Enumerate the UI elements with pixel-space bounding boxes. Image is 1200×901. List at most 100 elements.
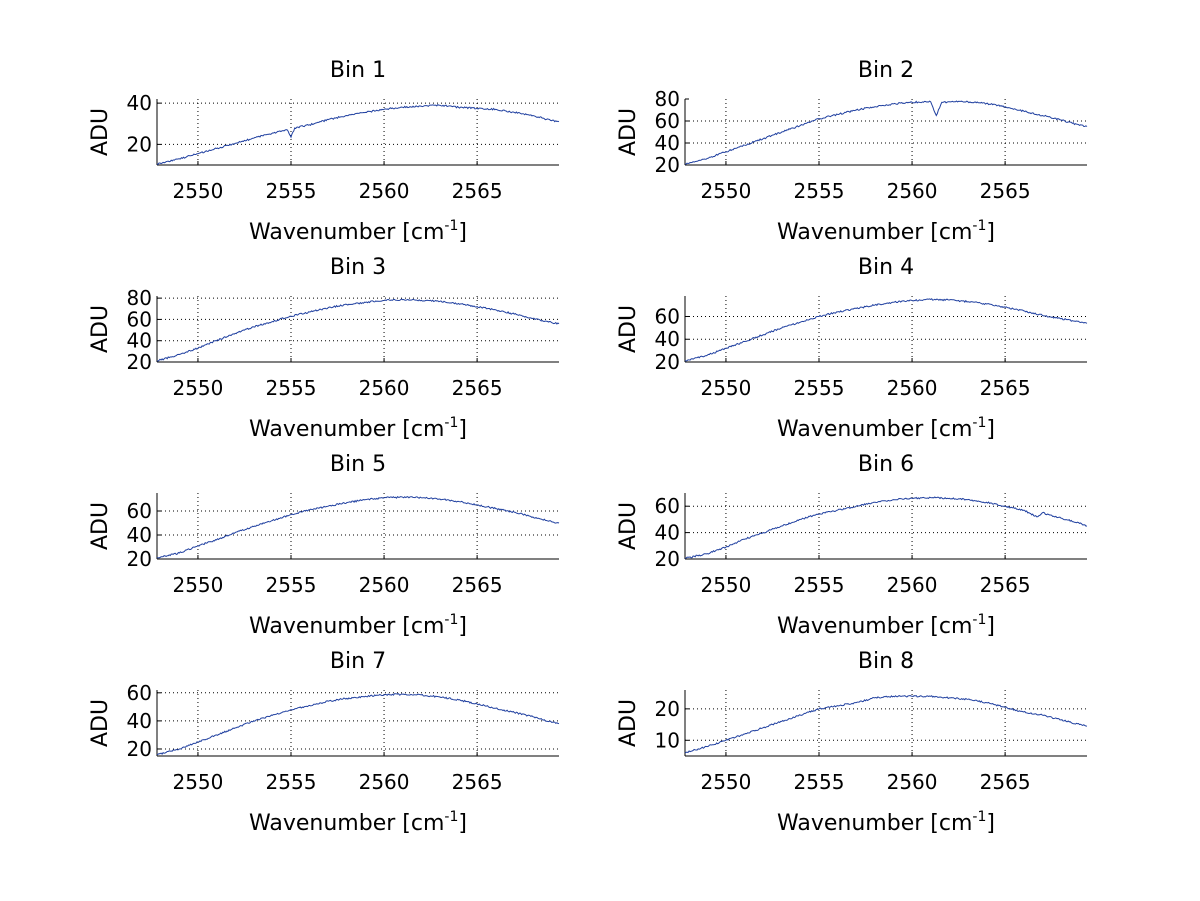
subplot-4-xtick-label-3: 2565	[980, 376, 1031, 400]
subplot-2-title: Bin 2	[858, 58, 914, 83]
subplot-6-xlabel-end: ]	[986, 614, 995, 639]
subplot-8-ylabel: ADU	[616, 699, 641, 747]
subplot-2-xtick-label-3: 2565	[980, 179, 1031, 203]
subplot-5-xtick-label-0: 2550	[172, 573, 223, 597]
subplot-6-title: Bin 6	[858, 452, 914, 477]
subplot-4-title: Bin 4	[858, 255, 914, 280]
subplot-4-series-line-0	[685, 298, 1088, 362]
subplot-1-series-line-0	[156, 103, 560, 166]
subplot-8-xtick-label-3: 2565	[980, 770, 1031, 794]
subplot-7-xlabel-sup: -1	[444, 809, 458, 825]
subplot-6-xlabel: Wavenumber [cm-1]	[777, 612, 995, 639]
subplot-7-title: Bin 7	[330, 649, 386, 674]
subplot-8-xtick-label-0: 2550	[700, 770, 751, 794]
subplot-7-xtick-label-2: 2560	[359, 770, 410, 794]
subplot-7-xtick-label-0: 2550	[172, 770, 223, 794]
subplot-2-ytick-label-2: 60	[655, 109, 680, 133]
subplot-4-ytick-label-0: 20	[655, 350, 680, 374]
subplot-7-xlabel: Wavenumber [cm-1]	[249, 809, 467, 836]
subplot-7-ytick-label-1: 40	[127, 709, 152, 733]
subplot-5-series-line-0	[157, 496, 560, 559]
subplot-2-xlabel: Wavenumber [cm-1]	[777, 218, 995, 245]
subplot-3-xlabel: Wavenumber [cm-1]	[249, 415, 467, 442]
subplot-3-xlabel-sup: -1	[444, 415, 458, 431]
subplot-5-ytick-label-1: 40	[127, 523, 152, 547]
subplot-2-ylabel: ADU	[616, 108, 641, 156]
subplot-6-xtick-label-0: 2550	[700, 573, 751, 597]
subplot-8: Bin 8 2550 2555 2560 2565 10 20 Wavenumber [cm-…	[616, 649, 1088, 836]
subplot-3-ytick-label-3: 80	[127, 286, 152, 310]
subplot-1-xtick-label-1: 2555	[266, 179, 317, 203]
subplot-3-ytick-label-2: 60	[127, 307, 152, 331]
subplot-8-xtick-label-1: 2555	[794, 770, 845, 794]
subplot-3-xtick-label-3: 2565	[452, 376, 503, 400]
subplot-7-ytick-label-0: 20	[127, 737, 152, 761]
subplot-2-series-line-0	[684, 100, 1088, 165]
subplot-6-xtick-label-2: 2560	[887, 573, 938, 597]
subplot-8-xlabel: Wavenumber [cm-1]	[777, 809, 995, 836]
subplot-1-title: Bin 1	[330, 58, 386, 83]
subplot-4-xtick-label-1: 2555	[794, 376, 845, 400]
subplot-7-ytick-label-2: 60	[127, 681, 152, 705]
subplot-8-xtick-label-2: 2560	[887, 770, 938, 794]
subplot-5-xlabel-end: ]	[458, 614, 467, 639]
subplot-1-xlabel: Wavenumber [cm-1]	[249, 218, 467, 245]
subplot-8-xlabel-end: ]	[986, 811, 995, 836]
subplot-6-ytick-label-0: 20	[655, 547, 680, 571]
subplot-1-ytick-label-1: 40	[127, 91, 152, 115]
subplot-8-xlabel-main: Wavenumber [cm	[777, 811, 972, 836]
subplot-7-xtick-label-3: 2565	[452, 770, 503, 794]
subplot-8-series-line-0	[684, 694, 1088, 754]
subplot-2-xtick-label-1: 2555	[794, 179, 845, 203]
subplot-3-series-line-0	[156, 298, 560, 362]
subplot-1-xlabel-main: Wavenumber [cm	[249, 220, 444, 245]
subplot-1-xtick-label-0: 2550	[172, 179, 223, 203]
subplot-5-title: Bin 5	[330, 452, 386, 477]
subplot-2-xlabel-sup: -1	[972, 218, 986, 234]
subplot-6-ytick-label-2: 60	[655, 494, 680, 518]
subplot-7-xlabel-main: Wavenumber [cm	[249, 811, 444, 836]
subplot-5-xlabel: Wavenumber [cm-1]	[249, 612, 467, 639]
subplot-7-series-line-0	[156, 693, 560, 756]
subplot-5-xtick-label-3: 2565	[452, 573, 503, 597]
subplot-7: Bin 7 2550 2555 2560 2565 20 40 60 Wavenumber [c…	[88, 649, 560, 836]
subplot-5-xtick-label-2: 2560	[359, 573, 410, 597]
subplot-8-ytick-label-0: 10	[655, 728, 680, 752]
subplot-6-xlabel-main: Wavenumber [cm	[777, 614, 972, 639]
subplot-5-ylabel: ADU	[88, 502, 113, 550]
subplot-8-title: Bin 8	[858, 649, 914, 674]
subplot-1: Bin 1 2550 2555 2560 2565 20 40 Wavenumber [cm-…	[88, 58, 560, 245]
subplot-3-xlabel-main: Wavenumber [cm	[249, 417, 444, 442]
subplot-3-title: Bin 3	[330, 255, 386, 280]
subplot-6-ylabel: ADU	[616, 502, 641, 550]
subplot-4-xlabel-main: Wavenumber [cm	[777, 417, 972, 442]
subplot-4-ylabel: ADU	[616, 305, 641, 353]
subplot-5-ytick-label-0: 20	[127, 547, 152, 571]
subplot-4-xtick-label-2: 2560	[887, 376, 938, 400]
subplot-5-ytick-label-2: 60	[127, 499, 152, 523]
subplot-1-xlabel-sup: -1	[444, 218, 458, 234]
subplot-7-ylabel: ADU	[88, 699, 113, 747]
subplot-6-ytick-label-1: 40	[655, 521, 680, 545]
subplot-2-xlabel-end: ]	[986, 220, 995, 245]
subplot-3-xtick-label-2: 2560	[359, 376, 410, 400]
subplot-6-series-line-0	[684, 496, 1088, 559]
subplot-3-ytick-label-0: 20	[127, 350, 152, 374]
subplot-6-xlabel-sup: -1	[972, 612, 986, 628]
subplot-3-xtick-label-1: 2555	[266, 376, 317, 400]
subplot-1-xtick-label-3: 2565	[452, 179, 503, 203]
subplot-7-xtick-label-1: 2555	[266, 770, 317, 794]
subplot-1-ytick-label-0: 20	[127, 132, 152, 156]
subplot-2-xlabel-main: Wavenumber [cm	[777, 220, 972, 245]
subplot-1-ylabel: ADU	[88, 108, 113, 156]
subplot-5-xlabel-sup: -1	[444, 612, 458, 628]
subplot-2-xtick-label-2: 2560	[887, 179, 938, 203]
subplot-2-ytick-label-3: 80	[655, 87, 680, 111]
subplot-2-xtick-label-0: 2550	[700, 179, 751, 203]
